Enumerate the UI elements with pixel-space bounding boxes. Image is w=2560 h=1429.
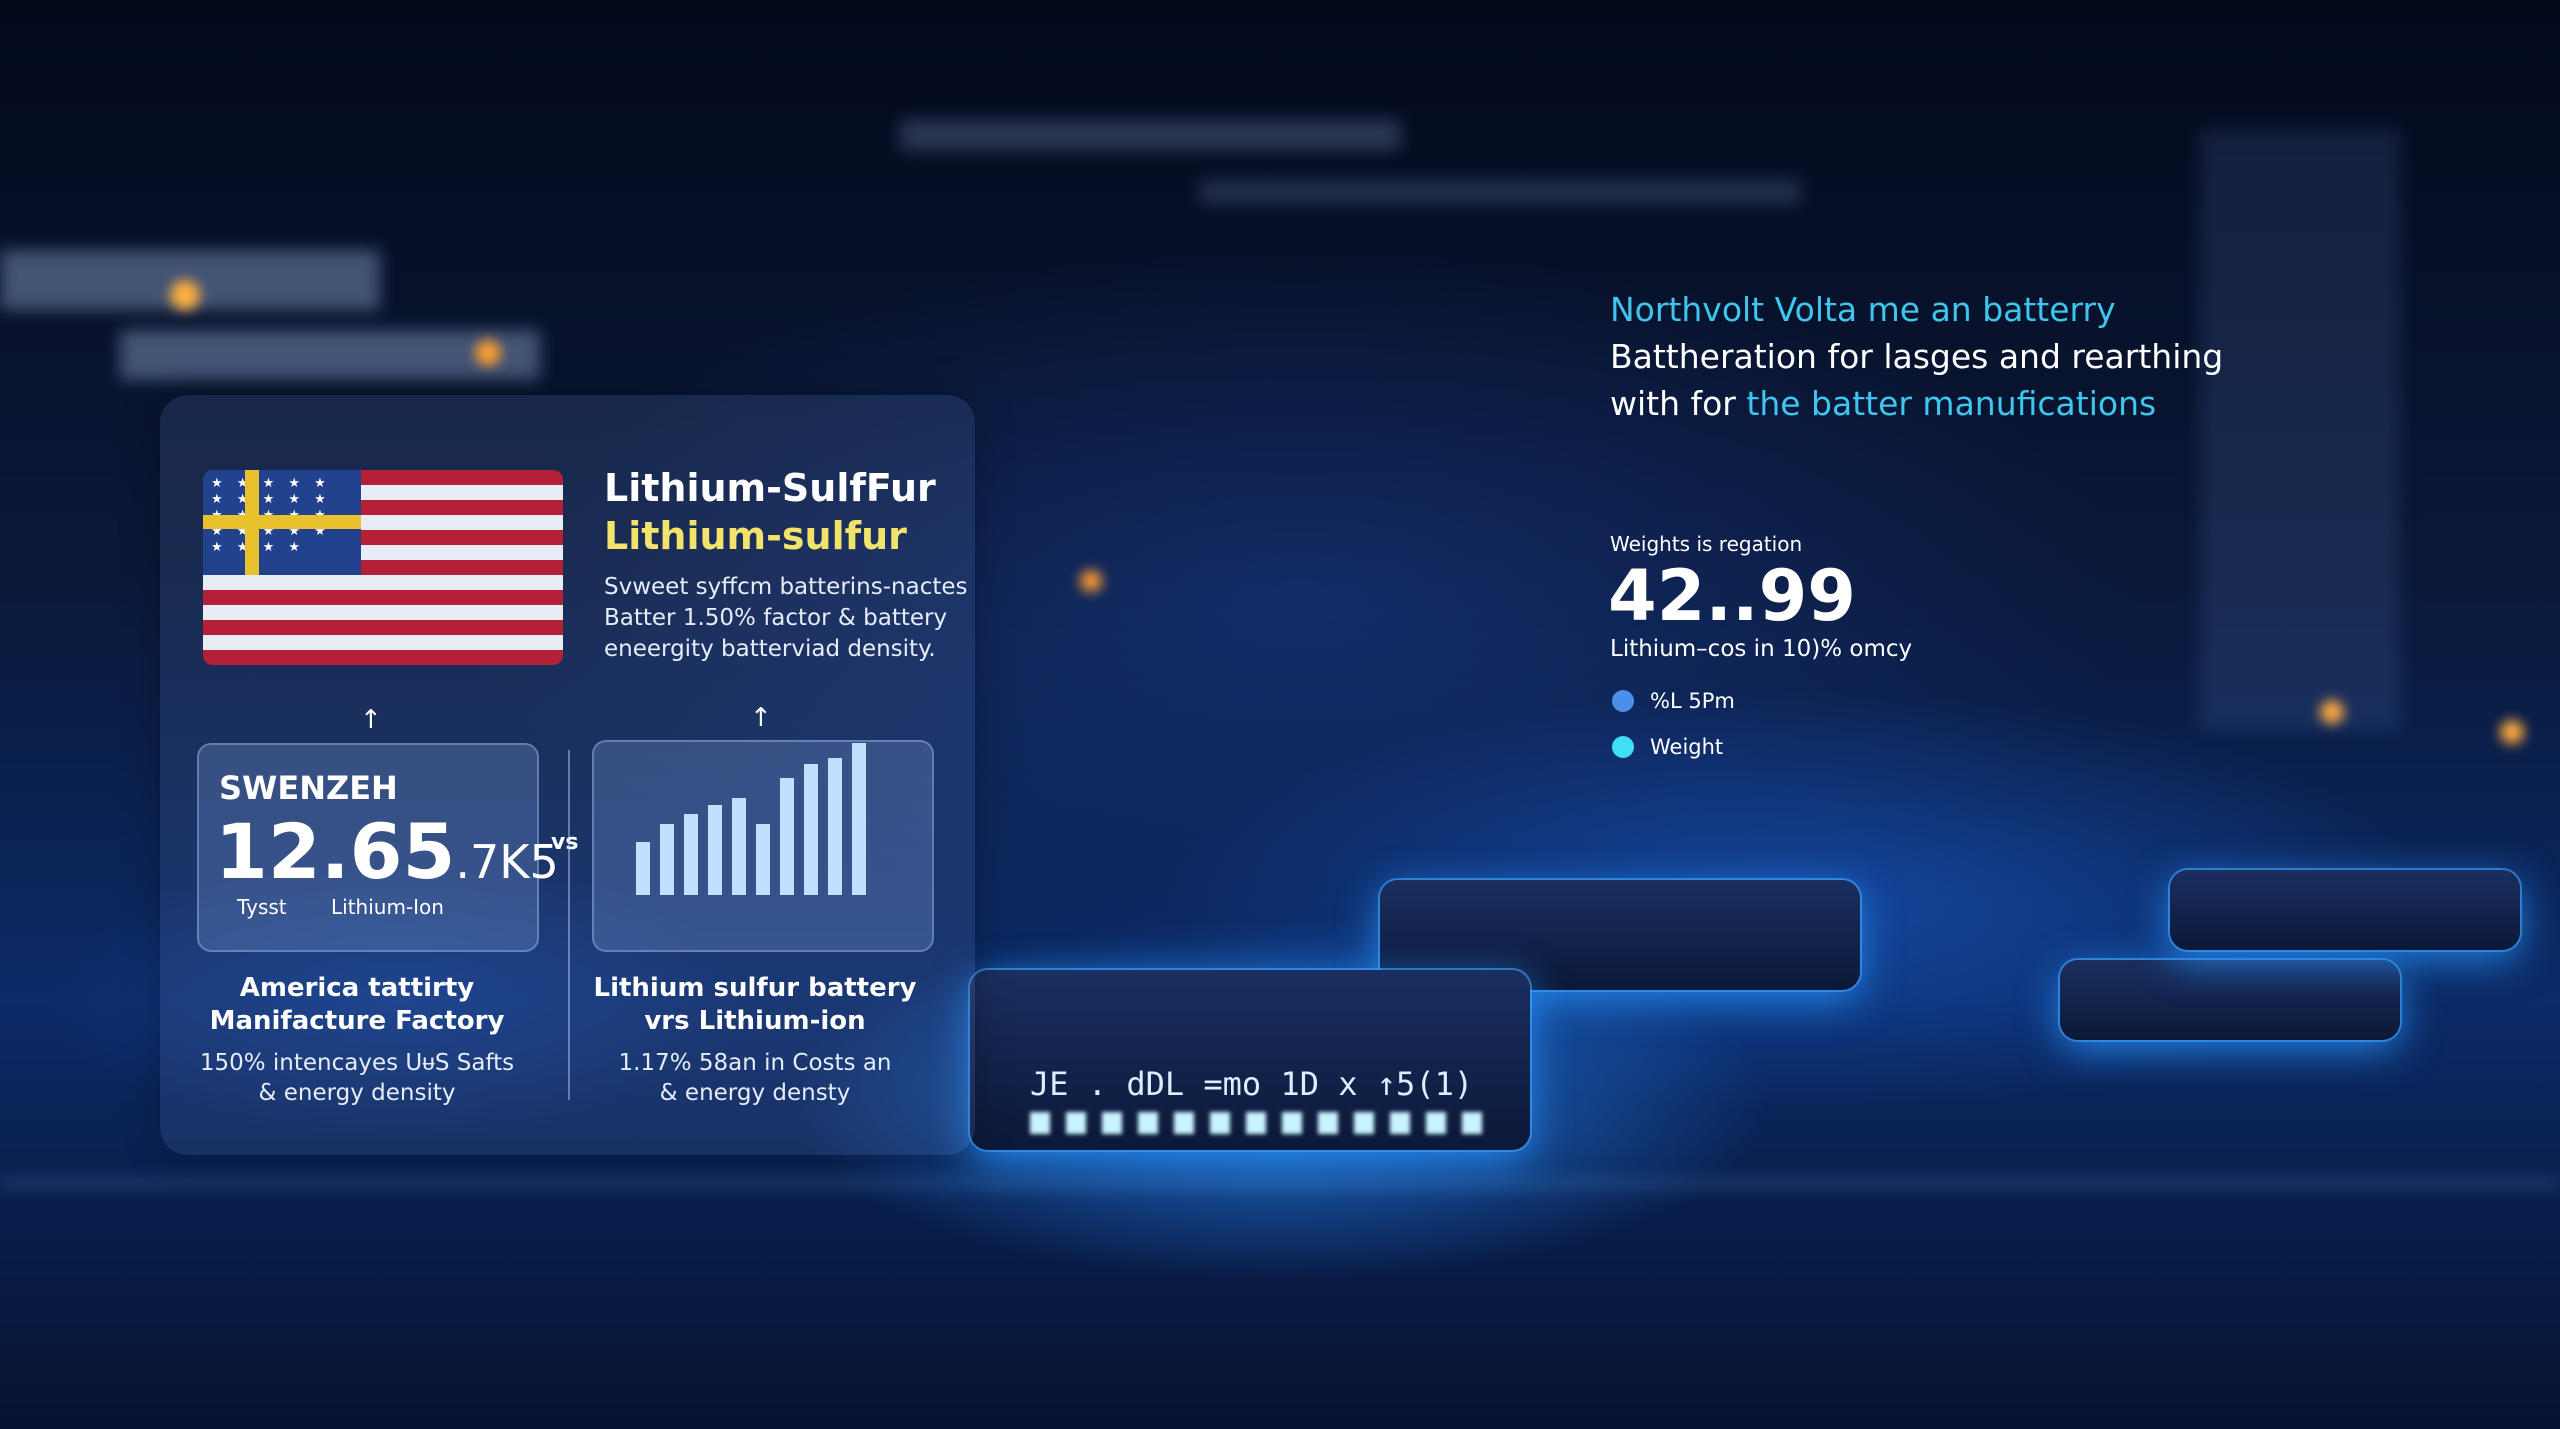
legend-item: %L 5Pm — [1612, 686, 1735, 716]
caption-comparison: Lithium sulfur battery vrs Lithium-ion 1.… — [593, 973, 917, 1106]
bar-chart-icon — [636, 740, 876, 895]
chart-bar — [708, 805, 722, 895]
arrow-up-icon: ↑ — [750, 703, 772, 733]
stat-card-value: 12.65.7K5 — [215, 807, 559, 896]
divider — [568, 750, 570, 1100]
stat-card: SWENZEH 12.65.7K5 Tysst Lithium-Ion — [197, 743, 559, 952]
chart-bar — [636, 841, 650, 895]
chart-bar — [756, 823, 770, 895]
legend-dot-icon — [1612, 690, 1634, 712]
stat-label: Weights is regation — [1610, 532, 1803, 556]
bar-chart-card — [592, 740, 934, 952]
heading-line-1: Northvolt Volta me an batterry — [1610, 290, 2116, 329]
chip-board — [970, 970, 1530, 1150]
chart-bar — [852, 743, 866, 895]
panel-description: Svweet syffcm batterins-nactes Batter 1.… — [604, 574, 968, 662]
us-flag-icon: ★ ★ ★ ★ ★ ★ ★ ★ ★ ★ ★ ★ ★ ★ ★ ★ ★ ★ ★ ★ … — [203, 470, 563, 665]
arrow-up-icon: ↑ — [360, 705, 382, 735]
chart-bar — [732, 797, 746, 895]
vs-label: vs — [551, 830, 579, 855]
legend-dot-icon — [1612, 736, 1634, 758]
heading-line-3: with for the batter manufications — [1610, 384, 2157, 423]
chart-bar — [780, 777, 794, 895]
stat-value: 42..99 — [1608, 555, 1857, 637]
chart-bar — [828, 758, 842, 895]
chart-bar — [684, 814, 698, 895]
legend-item: Weight — [1612, 732, 1735, 762]
caption-factory: America tattirty Manifacture Factory 150%… — [199, 973, 515, 1106]
chip-text: JE . dDL =mo 1D x ↑5(1) — [1030, 1065, 1474, 1103]
legend: %L 5Pm Weight — [1612, 686, 1735, 762]
heading-line-2: Battheration for lasges and rearthing — [1610, 337, 2224, 376]
stat-sub: Lithium–cos in 10)% omcy — [1610, 636, 1913, 662]
stat-card-label: SWENZEH — [219, 769, 398, 807]
panel-title: Lithium-SulfFur — [604, 466, 936, 510]
chart-bar — [660, 823, 674, 895]
chart-bar — [804, 764, 818, 895]
panel-subtitle: Lithium-sulfur — [604, 514, 907, 558]
